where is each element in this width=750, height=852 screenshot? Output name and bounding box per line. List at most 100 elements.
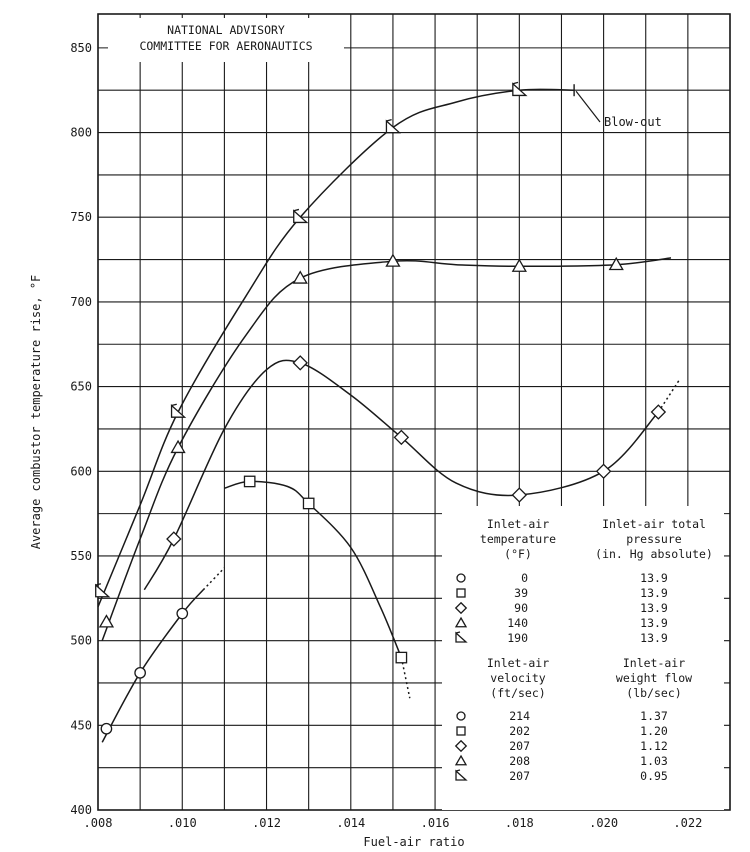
legend-temperature-value: 90 xyxy=(514,601,528,615)
series-curve-triangle xyxy=(101,257,672,641)
data-point-flagged-triangle xyxy=(170,403,187,418)
x-tick-label: .012 xyxy=(252,816,281,830)
y-tick-label: 600 xyxy=(70,464,92,478)
flagged-triangle-shape xyxy=(512,82,528,97)
flagged-triangle-shape xyxy=(95,583,111,598)
legend-header-pressure: (in. Hg absolute) xyxy=(595,547,713,561)
series-extrapolation-circle xyxy=(202,567,225,591)
x-tick-label: .014 xyxy=(336,816,365,830)
blow-out-label: Blow-out xyxy=(604,115,662,129)
series-curve-circle xyxy=(101,589,204,743)
legend-velocity-value: 207 xyxy=(509,769,530,783)
data-point-square xyxy=(302,497,315,510)
data-point-diamond xyxy=(393,429,410,446)
data-point-triangle xyxy=(98,614,115,628)
flagged-triangle-flag xyxy=(171,403,177,407)
series-curve-flagged-triangle xyxy=(97,88,575,608)
flagged-triangle-flag xyxy=(455,631,461,634)
data-point-triangle xyxy=(608,256,624,271)
legend-marker-square xyxy=(456,588,466,598)
series-curve-diamond xyxy=(143,359,659,591)
data-point-square xyxy=(395,651,408,664)
data-point-flagged-triangle xyxy=(512,81,528,97)
legend-marker-circle xyxy=(456,573,466,583)
plot-frame xyxy=(97,13,731,811)
x-axis-label: Fuel-air ratio xyxy=(363,835,464,849)
legend-velocity-value: 214 xyxy=(509,709,530,723)
legend-pressure-value: 13.9 xyxy=(640,631,668,645)
legend-pressure-value: 13.9 xyxy=(640,616,668,630)
data-point-triangle xyxy=(292,270,308,284)
legend-pressure-value: 13.9 xyxy=(640,586,668,600)
org-label-line: NATIONAL ADVISORY xyxy=(167,23,285,37)
y-tick-label: 800 xyxy=(70,126,92,140)
x-tick-label: .020 xyxy=(589,816,618,830)
x-tick-label: .018 xyxy=(505,816,534,830)
flagged-triangle-flag xyxy=(95,583,102,586)
legend-header-temperature: (°F) xyxy=(504,547,532,561)
flagged-triangle-flag xyxy=(455,769,461,772)
legend-marker-diamond xyxy=(454,601,468,615)
series-extrapolation-diamond xyxy=(657,379,681,413)
y-tick-label: 450 xyxy=(70,718,92,732)
legend-weight-flow-value: 1.03 xyxy=(640,754,668,768)
series-extrapolation-square xyxy=(400,657,411,699)
y-tick-label: 550 xyxy=(70,549,92,563)
data-point-triangle xyxy=(170,439,186,454)
data-point-diamond xyxy=(292,355,308,371)
legend-header-temperature: Inlet-air xyxy=(487,517,549,531)
x-tick-label: .008 xyxy=(84,816,113,830)
y-tick-label: 700 xyxy=(70,295,92,309)
legend-velocity-value: 202 xyxy=(509,724,530,738)
x-tick-label: .016 xyxy=(421,816,450,830)
y-axis-label: Average combustor temperature rise, °F xyxy=(29,275,43,550)
y-tick-label: 500 xyxy=(70,634,92,648)
legend-header-weight-flow: (lb/sec) xyxy=(626,686,681,700)
legend-background xyxy=(442,506,724,810)
legend-header-pressure: pressure xyxy=(626,532,681,546)
legend-header-velocity: Inlet-air xyxy=(487,656,549,670)
flagged-triangle-shape xyxy=(170,404,187,418)
data-point-flagged-triangle xyxy=(95,583,111,598)
org-label-line: COMMITTEE FOR AERONAUTICS xyxy=(139,39,312,53)
legend-velocity-value: 208 xyxy=(509,754,530,768)
y-tick-label: 400 xyxy=(70,803,92,817)
legend-marker-circle xyxy=(456,711,466,721)
data-point-diamond xyxy=(166,531,182,547)
data-point-circle xyxy=(176,607,189,620)
legend-header-velocity: (ft/sec) xyxy=(490,686,545,700)
legend-header-weight-flow: weight flow xyxy=(616,671,692,685)
legend-temperature-value: 190 xyxy=(507,631,528,645)
blow-out-leader xyxy=(575,90,601,123)
x-tick-label: .010 xyxy=(168,816,197,830)
legend-header-weight-flow: Inlet-air xyxy=(623,656,685,670)
legend-weight-flow-value: 0.95 xyxy=(640,769,668,783)
y-tick-label: 850 xyxy=(70,41,92,55)
data-point-triangle xyxy=(511,258,527,272)
legend-temperature-value: 0 xyxy=(521,571,528,585)
legend-weight-flow-value: 1.37 xyxy=(640,709,668,723)
data-point-circle xyxy=(134,666,146,679)
data-point-flagged-triangle xyxy=(293,208,309,224)
data-point-circle xyxy=(100,722,113,735)
data-point-triangle xyxy=(385,253,401,267)
flagged-triangle-flag xyxy=(512,81,519,85)
flagged-triangle-shape xyxy=(385,119,402,134)
legend-temperature-value: 39 xyxy=(514,586,528,600)
y-tick-label: 750 xyxy=(70,210,92,224)
legend-pressure-value: 13.9 xyxy=(640,571,668,585)
legend-header-pressure: Inlet-air total xyxy=(602,517,706,531)
flagged-triangle-flag xyxy=(386,119,392,122)
legend-marker-triangle xyxy=(454,616,468,628)
legend-header-velocity: velocity xyxy=(490,671,545,685)
flagged-triangle-shape xyxy=(293,209,309,224)
legend-header-temperature: temperature xyxy=(480,532,556,546)
data-point-diamond xyxy=(511,487,528,503)
legend-marker-triangle xyxy=(454,754,468,766)
flagged-triangle-shape xyxy=(455,631,468,643)
legend-velocity-value: 207 xyxy=(509,739,530,753)
legend-weight-flow-value: 1.20 xyxy=(640,724,668,738)
legend-marker-square xyxy=(456,726,466,736)
flagged-triangle-flag xyxy=(293,208,300,212)
